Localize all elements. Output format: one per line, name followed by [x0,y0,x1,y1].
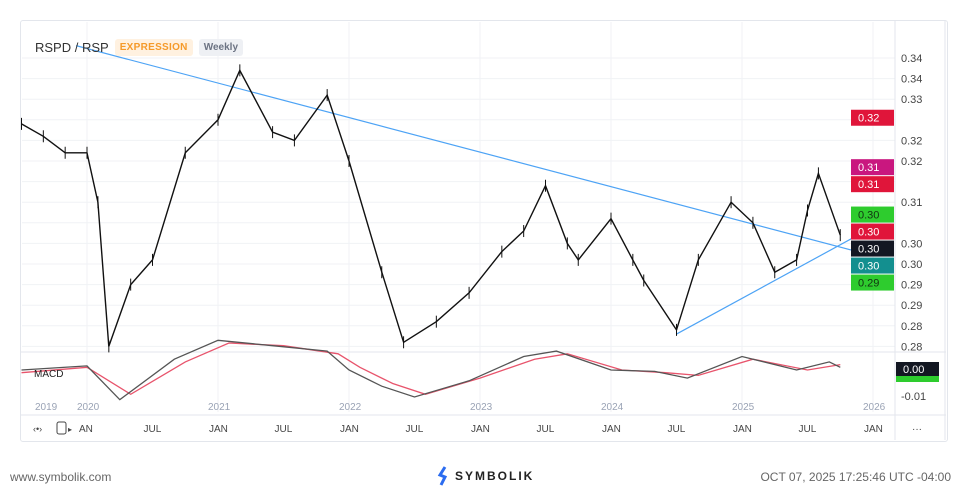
year-label: 2026 [863,402,886,413]
macd-flag [896,374,939,382]
month-label: JUL [275,424,293,435]
month-label: JAN [733,424,752,435]
month-label: JAN [471,424,490,435]
month-label: JUL [668,424,686,435]
play-icon: ▸ [68,425,72,434]
price-flag [851,109,894,126]
price-flag-label: 0.29 [858,278,879,290]
month-label: AN [79,424,93,435]
symbolik-logo-icon [437,466,448,486]
y-tick-label: 0.31 [901,197,922,209]
macd-tick-label: -0.01 [901,391,926,403]
month-label: JAN [602,424,621,435]
calendar-icon[interactable] [56,421,67,435]
price-line [21,68,841,347]
year-label: 2023 [470,402,493,413]
y-tick-label: 0.28 [901,341,922,353]
year-label: 2019 [35,402,58,413]
price-flag-label: 0.32 [858,113,879,125]
month-label: JUL [406,424,424,435]
y-tick-label: 0.34 [901,53,922,65]
price-flag [851,176,894,193]
footer-timestamp: OCT 07, 2025 17:25:46 UTC -04:00 [760,470,951,484]
y-tick-label: 0.33 [901,94,922,106]
year-label: 2022 [339,402,362,413]
month-label: JAN [340,424,359,435]
symbol-label[interactable]: RSPD / RSP [35,40,109,55]
interval-badge[interactable]: Weekly [198,39,244,56]
y-tick-label: 0.32 [901,156,922,168]
footer-url[interactable]: www.symbolik.com [10,470,112,484]
brand-logo: SYMBOLIK [437,466,534,486]
price-flag-label: 0.30 [858,210,879,222]
y-tick-label: 0.29 [901,280,922,292]
month-label: JAN [864,424,883,435]
chart-card: RSPD / RSP EXPRESSION Weekly [20,20,948,442]
macd-flag [896,362,939,376]
y-tick-label: 0.34 [901,74,922,86]
trendline [75,45,874,257]
y-tick-label: 0.28 [901,321,922,333]
price-flag [851,206,894,223]
y-tick-label: 0.32 [901,135,922,147]
price-flag [851,240,894,257]
year-label: 2024 [601,402,624,413]
price-flag [851,159,894,176]
macd-label: MACD [34,369,63,380]
price-flag-label: 0.31 [858,179,879,191]
expression-badge: EXPRESSION [114,39,193,56]
year-label: 2021 [208,402,231,413]
price-flag-label: 0.31 [858,162,879,174]
month-label: JAN [209,424,228,435]
month-label: JUL [537,424,555,435]
y-tick-label: 0.29 [901,300,922,312]
price-flag [851,274,894,291]
macd-line [21,339,841,401]
year-label: 2020 [77,402,100,413]
brand-name: SYMBOLIK [455,469,535,483]
price-flag [851,257,894,274]
price-flag [851,223,894,240]
month-label: JUL [799,424,817,435]
trendline [676,226,874,335]
chart-header: RSPD / RSP EXPRESSION Weekly [35,39,244,56]
y-tick-label: 0.30 [901,238,922,250]
price-flag-label: 0.30 [858,244,879,256]
price-flag-label: 0.30 [858,227,879,239]
year-label: 2025 [732,402,755,413]
month-label: JUL [144,424,162,435]
more-options-button[interactable]: ··· [912,424,922,435]
macd-flag-label: 0.00 [903,364,924,376]
price-flag-label: 0.30 [858,261,879,273]
pan-icon[interactable]: ‹•› [33,424,42,434]
y-tick-label: 0.30 [901,259,922,271]
macd-signal-line [21,342,841,396]
